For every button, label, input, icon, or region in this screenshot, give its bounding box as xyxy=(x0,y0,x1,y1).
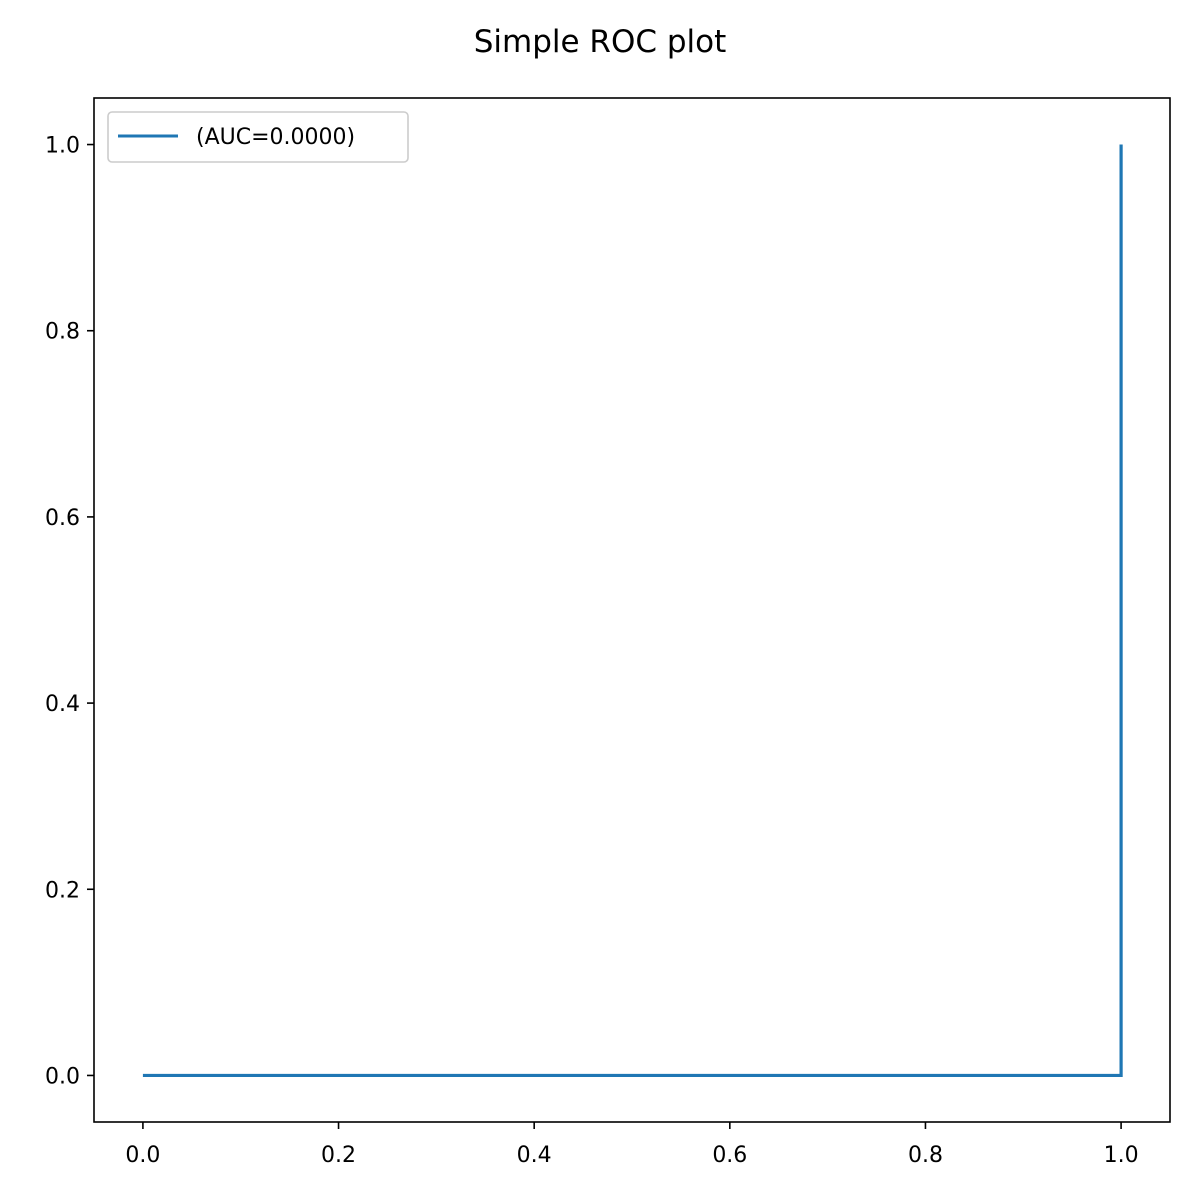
y-tick-label: 1.0 xyxy=(45,134,80,159)
x-tick-label: 0.4 xyxy=(517,1143,552,1168)
y-tick-label: 0.2 xyxy=(45,878,80,903)
plot-area-frame xyxy=(93,97,1171,1123)
x-tick-label: 0.0 xyxy=(125,1143,160,1168)
x-tick-label: 0.2 xyxy=(321,1143,356,1168)
x-tick-label: 0.8 xyxy=(908,1143,943,1168)
series-layer xyxy=(142,144,1123,1078)
y-axis: 0.0 0.2 0.4 0.6 0.8 1.0 xyxy=(45,134,94,1089)
legend: (AUC=0.0000) xyxy=(107,111,409,163)
roc-curve-line xyxy=(142,144,1123,1078)
x-axis: 0.0 0.2 0.4 0.6 0.8 1.0 xyxy=(125,1122,1139,1168)
legend-label: (AUC=0.0000) xyxy=(196,125,355,150)
x-tick-label: 0.6 xyxy=(712,1143,747,1168)
y-tick-label: 0.8 xyxy=(45,320,80,345)
y-tick-label: 0.6 xyxy=(45,506,80,531)
legend-box xyxy=(107,111,409,163)
y-tick-label: 0.4 xyxy=(45,692,80,717)
x-tick-label: 1.0 xyxy=(1104,1143,1139,1168)
chart-title: Simple ROC plot xyxy=(474,24,727,60)
y-tick-label: 0.0 xyxy=(45,1064,80,1089)
